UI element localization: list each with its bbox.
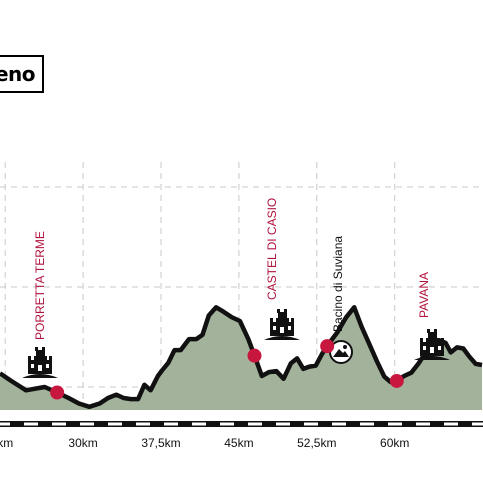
axis-scale-segment	[192, 422, 206, 426]
waypoint-label: CASTEL DI CASIO	[265, 198, 279, 300]
axis-scale-segment	[276, 422, 290, 426]
axis-scale-segment	[360, 422, 374, 426]
waypoint-marker	[247, 348, 262, 363]
waypoint-label: PORRETTA TERME	[33, 231, 47, 340]
axis-scale-segment	[24, 422, 38, 426]
axis-scale-segment	[444, 422, 458, 426]
waypoint-2: CASTEL DI CASIO	[247, 198, 300, 363]
castle-icon	[22, 347, 58, 378]
axis-scale-segment	[248, 422, 262, 426]
axis-bar	[0, 421, 483, 427]
lake-viewpoint-icon	[329, 340, 353, 364]
x-tick-label: 52,5km	[297, 436, 336, 450]
axis-scale-segment	[416, 422, 430, 426]
grid	[0, 162, 483, 410]
waypoint-marker	[389, 373, 404, 388]
axis-scale-segment	[388, 422, 402, 426]
waypoint-3: Bacino di Suviana	[320, 236, 353, 364]
x-tick-label: km	[0, 436, 13, 450]
waypoint-4: PAVANA	[389, 272, 450, 388]
axis-scale-segment	[164, 422, 178, 426]
axis-scale-segment	[52, 422, 66, 426]
axis-scale-segment	[108, 422, 122, 426]
x-tick-label: 60km	[380, 436, 409, 450]
axis-scale-segment	[0, 422, 10, 426]
elevation-line	[0, 305, 483, 410]
x-tick-label: 45km	[224, 436, 253, 450]
waypoints: PORRETTA TERME CASTEL DI CASIO Bacino di S…	[22, 198, 450, 400]
castle-icon	[264, 309, 300, 340]
chart-title: eno	[0, 55, 44, 93]
castle-icon	[414, 329, 450, 360]
axis-scale-segment	[304, 422, 318, 426]
waypoint-label: PAVANA	[417, 272, 431, 318]
axis-scale-segment	[136, 422, 150, 426]
elevation-area	[0, 307, 482, 410]
x-axis: km 30km 37,5km 45km 52,5km 60km	[0, 421, 483, 450]
axis-scale-segment	[80, 422, 94, 426]
waypoint-marker	[50, 385, 65, 400]
waypoint-1: PORRETTA TERME	[22, 231, 65, 400]
x-tick-label: 37,5km	[141, 436, 180, 450]
waypoint-marker	[320, 339, 335, 354]
axis-scale-segment	[472, 422, 483, 426]
axis-scale-segment	[220, 422, 234, 426]
waypoint-label: Bacino di Suviana	[331, 236, 345, 332]
axis-scale-segment	[332, 422, 346, 426]
x-tick-label: 30km	[68, 436, 97, 450]
